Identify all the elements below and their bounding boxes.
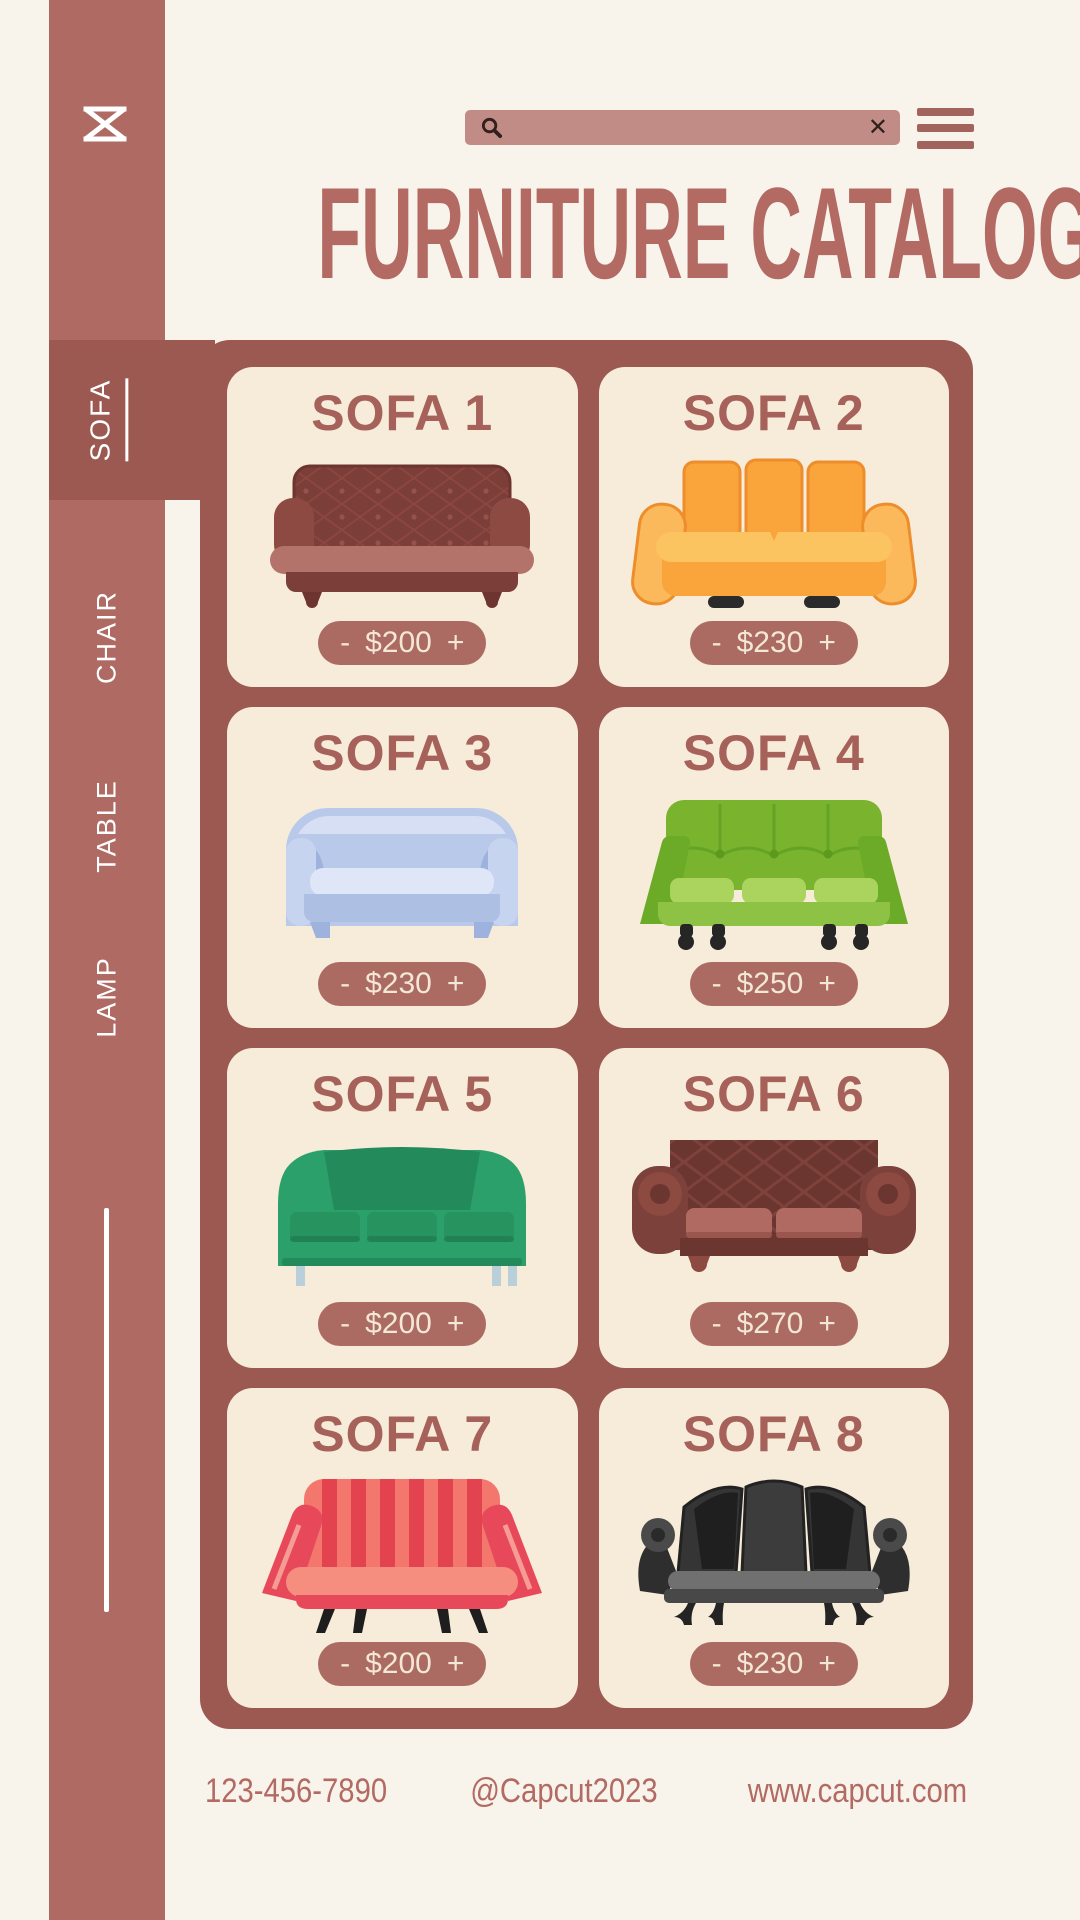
sofa-illustration [252, 792, 552, 952]
sidebar-item-chair[interactable]: CHAIR [91, 589, 122, 685]
price-stepper: - $250 + [689, 961, 858, 1006]
sofa-illustration [252, 1473, 552, 1633]
search-input[interactable] [503, 116, 868, 139]
quantity-increase-button[interactable]: + [818, 626, 836, 660]
page-title: FURNITURE CATALOG [317, 160, 1080, 306]
sidebar-divider-line [104, 1208, 109, 1612]
price-stepper: - $200 + [318, 1642, 487, 1686]
quantity-decrease-button[interactable]: - [711, 1647, 722, 1680]
quantity-increase-button[interactable]: + [446, 1647, 465, 1680]
catalog-panel: SOFA 1 - $200 + SOFA 2 [200, 340, 973, 1729]
product-name: SOFA 3 [311, 725, 494, 782]
sidebar-item-sofa-label: SOFA [83, 378, 128, 462]
product-name: SOFA 2 [682, 385, 865, 441]
price-value: $200 [365, 626, 432, 660]
quantity-increase-button[interactable]: + [818, 1647, 836, 1680]
price-value: $200 [365, 1647, 432, 1680]
quantity-increase-button[interactable]: + [446, 626, 465, 660]
price-stepper: - $200 + [318, 621, 487, 666]
product-card: SOFA 1 - $200 + [227, 367, 578, 688]
price-value: $200 [365, 1306, 432, 1340]
sidebar-item-table[interactable]: TABLE [91, 779, 122, 873]
price-value: $270 [736, 1306, 804, 1340]
price-stepper: - $230 + [689, 621, 858, 666]
footer-website: www.capcut.com [747, 1772, 967, 1810]
price-value: $230 [736, 1647, 804, 1680]
search-bar[interactable]: ✕ [465, 110, 900, 145]
price-stepper: - $230 + [689, 1642, 858, 1686]
quantity-increase-button[interactable]: + [446, 966, 465, 1000]
price-stepper: - $230 + [318, 961, 487, 1006]
sofa-illustration [624, 1473, 924, 1633]
quantity-decrease-button[interactable]: - [340, 1647, 351, 1680]
price-stepper: - $270 + [689, 1301, 858, 1346]
quantity-decrease-button[interactable]: - [711, 1306, 722, 1340]
sofa-illustration [252, 1132, 552, 1292]
product-name: SOFA 5 [311, 1065, 494, 1122]
quantity-decrease-button[interactable]: - [711, 966, 722, 1000]
quantity-decrease-button[interactable]: - [340, 1306, 351, 1340]
sidebar-item-sofa[interactable]: SOFA [49, 340, 215, 500]
sidebar-item-lamp[interactable]: LAMP [91, 956, 122, 1038]
search-clear-button[interactable]: ✕ [867, 113, 888, 141]
capcut-logo-icon [81, 103, 129, 145]
product-name: SOFA 7 [311, 1405, 494, 1462]
quantity-increase-button[interactable]: + [818, 966, 836, 1000]
product-card: SOFA 2 - $230 + [598, 367, 949, 688]
menu-button[interactable] [917, 107, 974, 149]
product-card: SOFA 4 - $250 + [598, 707, 949, 1028]
footer-handle: @Capcut2023 [470, 1772, 659, 1810]
price-value: $230 [736, 626, 804, 660]
sofa-illustration [252, 452, 552, 612]
price-stepper: - $200 + [318, 1301, 487, 1346]
quantity-increase-button[interactable]: + [446, 1306, 465, 1340]
sofa-illustration [624, 452, 924, 612]
product-card: SOFA 8 - $230 + [598, 1387, 949, 1708]
product-card: SOFA 3 - $230 + [227, 707, 578, 1028]
search-icon [480, 116, 503, 139]
sofa-illustration [624, 792, 924, 952]
quantity-decrease-button[interactable]: - [711, 626, 722, 660]
price-value: $230 [365, 966, 432, 1000]
product-card: SOFA 5 - $200 + [227, 1047, 578, 1368]
menu-bar [917, 140, 974, 149]
quantity-decrease-button[interactable]: - [340, 626, 351, 660]
quantity-increase-button[interactable]: + [818, 1306, 836, 1340]
product-name: SOFA 4 [682, 725, 865, 782]
footer-phone: 123-456-7890 [205, 1772, 388, 1810]
quantity-decrease-button[interactable]: - [340, 966, 351, 1000]
footer: 123-456-7890 @Capcut2023 www.capcut.com [205, 1772, 967, 1811]
product-name: SOFA 8 [682, 1405, 865, 1462]
product-name: SOFA 6 [682, 1065, 865, 1122]
price-value: $250 [736, 966, 804, 1000]
product-name: SOFA 1 [311, 385, 494, 441]
sofa-illustration [624, 1132, 924, 1292]
product-card: SOFA 7 - $200 + [227, 1387, 578, 1708]
menu-bar [917, 107, 974, 116]
product-card: SOFA 6 - $270 + [598, 1047, 949, 1368]
menu-bar [917, 124, 974, 132]
